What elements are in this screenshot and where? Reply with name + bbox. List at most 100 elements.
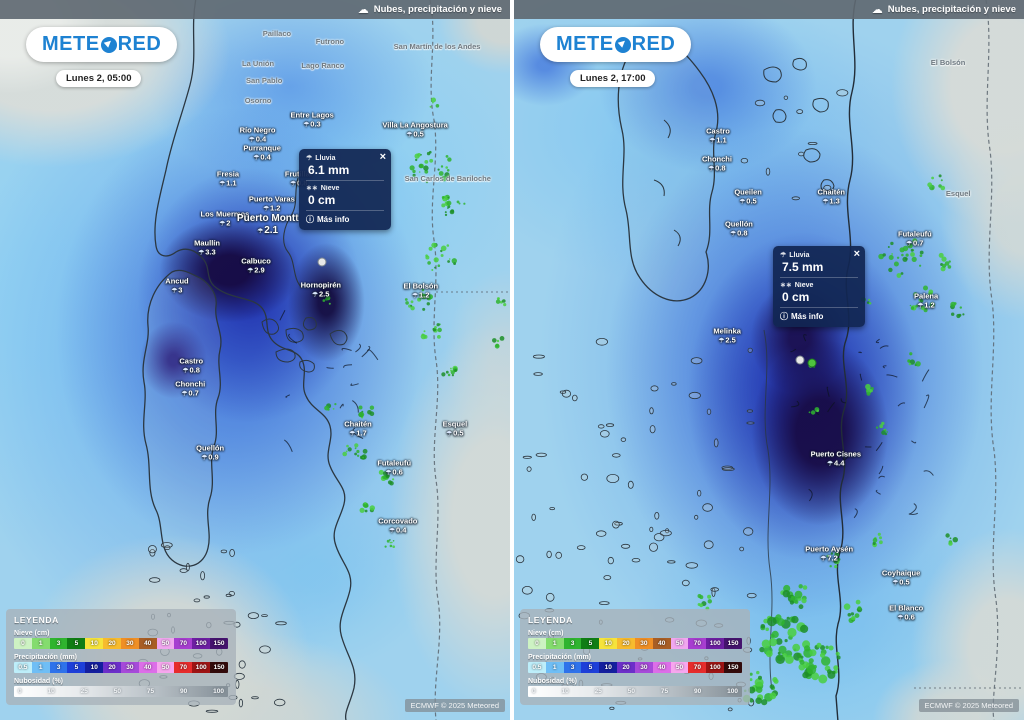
city-label-los-muermos[interactable]: Los Muermos ☂2 [200,209,250,228]
rain-icon: ☂ [897,614,904,622]
legend-cell: 40 [652,638,671,649]
more-info-link[interactable]: ⓘ Más info [306,215,350,224]
city-label-castro[interactable]: Castro ☂0.8 [179,356,204,375]
coastline [213,285,356,720]
cloud-icon: ☁ [871,4,883,16]
channel-line [763,329,773,691]
fjord-lines [790,334,934,519]
logo-text: METERED [556,33,675,56]
meteored-logo[interactable]: METERED [26,27,178,62]
rain-label: Lluvia [789,251,810,259]
legend-cloud-tick: 10 [561,688,569,695]
city-label-palena[interactable]: Palena ☂1.2 [913,291,939,310]
country-border [429,0,441,720]
city-label-fresia[interactable]: Fresia ☂1.1 [216,169,240,188]
legend-cell: 20 [103,638,121,649]
rain-icon: ☂ [709,137,716,145]
legend-cell: 50 [156,638,175,649]
chiloe-island [617,34,719,302]
rain-icon: ☂ [389,527,395,535]
legend-cell: 30 [120,638,139,649]
city-label-villa-la-angostura[interactable]: Villa La Angostura ☂0.5 [382,120,448,139]
city-label-quellon[interactable]: Quellón ☂0.9 [196,443,225,462]
precipitation-raster[interactable] [514,0,1024,720]
place-label-futrono: Futrono [315,36,345,46]
close-icon[interactable]: × [853,248,860,260]
legend-cell: 1 [31,638,50,649]
rain-icon: ☂ [181,390,188,398]
rain-label: Lluvia [315,154,336,162]
rain-icon: ☂ [312,291,318,299]
place-label-lago-ranco: Lago Ranco [301,60,345,70]
city-label-chaiten[interactable]: Chaitén ☂1.3 [817,187,845,206]
divider [780,277,858,278]
meteored-logo[interactable]: METERED [540,27,692,62]
city-label-chaiten[interactable]: Chaitén ☂1.7 [344,419,372,438]
city-label-melinka[interactable]: Melinka ☂2.5 [713,326,741,345]
legend-cell: 3 [49,638,68,649]
city-label-corcovado[interactable]: Corcovado ☂0.4 [378,516,418,535]
precipitation-raster[interactable] [0,0,510,720]
city-label-calbuco[interactable]: Calbuco ☂2.9 [241,256,271,275]
city-label-queilen[interactable]: Queilen ☂0.5 [734,187,762,206]
place-label-el-bolson: El Bolsón [930,57,966,67]
city-label-el-blanco[interactable]: El Blanco ☂0.6 [889,603,924,622]
legend-cell: 50 [670,638,689,649]
city-label-maullin[interactable]: Maullín ☂3.3 [194,238,220,257]
selected-point-marker[interactable] [795,355,805,365]
legend-cloud-tick: 75 [146,688,155,695]
city-label-puerto-aysen[interactable]: Puerto Aysén ☂7.2 [805,544,854,563]
fjord-lines [279,310,379,452]
place-label-san-martin-de-los-andes: San Martín de los Andes [393,42,481,52]
legend-cell: 10 [85,638,104,649]
rain-icon: ☂ [219,180,226,188]
legend-cell: 70 [174,638,193,649]
city-label-coyhaique[interactable]: Coyhaique ☂0.5 [881,568,921,587]
city-label-el-bolson[interactable]: El Bolsón ☂1.2 [403,281,439,300]
city-label-entre-lagos[interactable]: Entre Lagos ☂0.3 [290,110,334,129]
close-icon[interactable]: × [379,151,386,163]
legend-cell: 1 [545,662,564,673]
city-label-rio-negro[interactable]: Río Negro ☂0.4 [239,125,276,144]
legend-cell: 10 [85,662,104,673]
rain-icon: ☂ [406,131,413,139]
rain-icon: ☂ [822,198,829,206]
city-label-futaleufu[interactable]: Futaleufú ☂0.7 [897,229,932,248]
city-label-chonchi[interactable]: Chonchi ☂0.8 [701,154,732,173]
city-label-futaleufu[interactable]: Futaleufú ☂0.6 [377,458,412,477]
rain-icon: ☂ [247,267,254,275]
legend-cloud-tick: 90 [694,688,702,695]
legend-precip-scale: 0.5 1 3 5 10 20 30 40 50 70 100 150 [528,662,742,673]
city-label-hornopiren[interactable]: Hornopirén ☂2.5 [300,280,341,299]
legend-cell: 30 [634,638,653,649]
place-label-la-union: La Unión [242,59,275,69]
legend-panel: LEYENDA Nieve (cm) 0 1 3 5 10 20 30 40 50 70 100 15… [520,609,750,705]
city-label-castro[interactable]: Castro ☂1.1 [706,126,730,145]
legend-cell: 0.5 [528,662,546,673]
timestamp-chip: Lunes 2, 17:00 [570,70,656,87]
city-label-puerto-montt[interactable]: Puerto Montt ☂2.1 [236,213,299,237]
city-label-puerto-cisnes[interactable]: Puerto Cisnes ☂4.4 [810,449,862,468]
rain-icon: ☂ [730,230,737,238]
selected-point-marker[interactable] [317,257,327,267]
green-point-marker[interactable] [807,358,817,368]
legend-cell: 5 [67,662,86,673]
city-label-ancud[interactable]: Ancud ☂3 [165,276,189,295]
city-label-purranque[interactable]: Purranque ☂0.4 [243,143,281,162]
city-label-quellon[interactable]: Quellón ☂0.8 [724,219,753,238]
city-label-chonchi[interactable]: Chonchi ☂0.7 [175,379,206,398]
legend-cell: 3 [563,662,582,673]
country-border [985,0,999,720]
more-info-link[interactable]: ⓘ Más info [780,312,824,321]
city-label-esquel[interactable]: Esquel ☂0.5 [442,419,468,438]
city-label-puerto-varas[interactable]: Puerto Varas ☂1.2 [248,194,295,213]
attribution-watermark: ECMWF © 2025 Meteored [918,699,1019,712]
rain-icon: ☂ [739,198,746,206]
cloud-icon: ☁ [357,4,369,16]
legend-cloud-tick: 25 [80,688,88,695]
legend-cell: 150 [724,662,742,673]
legend-cloud-tick: 25 [594,688,602,695]
divider [306,210,384,211]
legend-clouds-scale: 0 10 25 50 75 90 100 [14,686,228,697]
rain-icon: ☂ [827,460,833,468]
